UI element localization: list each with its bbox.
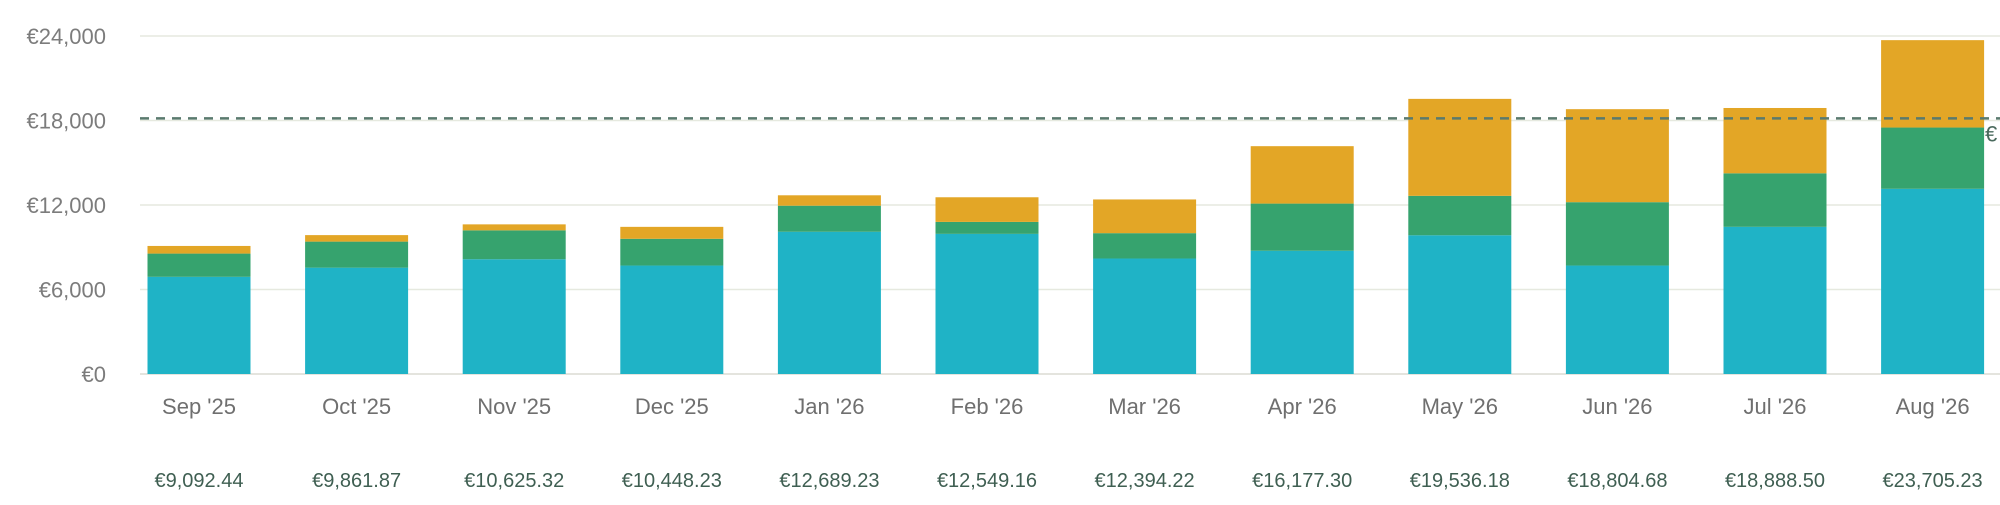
bar-total-label: €10,625.32 [464, 470, 564, 492]
bar-stack[interactable] [1093, 199, 1197, 374]
grid-layer [140, 35, 2000, 375]
bar-segment-series-2[interactable] [1565, 202, 1669, 266]
bar-total-label: €18,888.50 [1725, 470, 1825, 492]
bar-segment-series-2[interactable] [620, 238, 724, 266]
bar-segment-series-1[interactable] [462, 259, 566, 374]
bar-stack[interactable] [620, 226, 724, 374]
bar-segment-series-2[interactable] [935, 221, 1039, 234]
totals-row: €9,092.44 €9,861.87 €10,625.32 €10,448.23 €1… [155, 470, 1983, 492]
x-tick-label: Aug '26 [1896, 394, 1970, 419]
bar-segment-series-1[interactable] [1408, 235, 1512, 374]
x-tick-label: Dec '25 [635, 394, 709, 419]
bar-total-label: €10,448.23 [622, 470, 722, 492]
bar-total-label: €12,689.23 [779, 470, 879, 492]
x-tick-label: Nov '25 [477, 394, 551, 419]
bar-segment-series-1[interactable] [147, 276, 251, 374]
x-tick-label: Apr '26 [1268, 394, 1337, 419]
bar-segment-series-2[interactable] [1723, 173, 1827, 227]
bar-stack[interactable] [305, 235, 409, 374]
bar-segment-series-3[interactable] [1093, 199, 1197, 234]
bar-stack[interactable] [935, 197, 1039, 374]
bar-segment-series-1[interactable] [620, 265, 724, 374]
y-tick-label: €12,000 [26, 193, 106, 218]
bar-segment-series-2[interactable] [147, 253, 251, 277]
bar-segment-series-2[interactable] [305, 241, 409, 268]
y-axis: €0 €6,000 €12,000 €18,000 €24,000 [26, 24, 106, 387]
bar-total-label: €19,536.18 [1410, 470, 1510, 492]
bar-segment-series-2[interactable] [1408, 195, 1512, 236]
bar-segment-series-1[interactable] [1723, 226, 1827, 374]
bar-segment-series-3[interactable] [462, 224, 566, 231]
bar-segment-series-2[interactable] [462, 230, 566, 260]
x-axis: Sep '25 Oct '25 Nov '25 Dec '25 Jan '26 Feb '… [162, 394, 1970, 419]
bar-stack[interactable] [1250, 146, 1354, 374]
bar-total-label: €23,705.23 [1883, 470, 1983, 492]
x-tick-label: May '26 [1422, 394, 1498, 419]
bar-segment-series-3[interactable] [147, 245, 251, 254]
x-tick-label: Feb '26 [951, 394, 1024, 419]
bar-segment-series-1[interactable] [1881, 188, 1985, 374]
bar-stack[interactable] [1565, 109, 1669, 374]
x-tick-label: Sep '25 [162, 394, 236, 419]
bar-total-label: €16,177.30 [1252, 470, 1352, 492]
y-tick-label: €6,000 [39, 278, 106, 303]
bar-segment-series-2[interactable] [1250, 203, 1354, 251]
bar-total-label: €18,804.68 [1567, 470, 1667, 492]
bar-segment-series-2[interactable] [1881, 127, 1985, 189]
x-tick-label: Jun '26 [1582, 394, 1652, 419]
reference-line-label: € [1985, 121, 1997, 146]
bar-segment-series-3[interactable] [777, 195, 881, 206]
bar-stack[interactable] [777, 195, 881, 374]
y-tick-label: €0 [82, 362, 106, 387]
bar-segment-series-1[interactable] [935, 233, 1039, 374]
bar-stack[interactable] [1723, 107, 1827, 374]
bar-segment-series-3[interactable] [305, 235, 409, 242]
bar-segment-series-3[interactable] [620, 226, 724, 239]
bar-segment-series-1[interactable] [1565, 265, 1669, 374]
bar-stack[interactable] [1881, 40, 1985, 374]
x-tick-label: Jan '26 [794, 394, 864, 419]
bar-segment-series-3[interactable] [1250, 146, 1354, 204]
bar-total-label: €9,861.87 [312, 470, 401, 492]
reference-line-layer: € [140, 117, 2000, 146]
bar-total-label: €12,394.22 [1095, 470, 1195, 492]
bar-segment-series-3[interactable] [935, 197, 1039, 222]
y-tick-label: €24,000 [26, 24, 106, 49]
bar-segment-series-2[interactable] [1093, 233, 1197, 259]
bar-segment-series-2[interactable] [777, 205, 881, 232]
x-tick-label: Mar '26 [1108, 394, 1181, 419]
bar-segment-series-1[interactable] [777, 231, 881, 374]
bar-stack[interactable] [462, 224, 566, 374]
x-tick-label: Jul '26 [1744, 394, 1807, 419]
bar-segment-series-3[interactable] [1408, 98, 1512, 196]
bar-total-label: €9,092.44 [155, 470, 244, 492]
bar-total-label: €12,549.16 [937, 470, 1037, 492]
bar-segment-series-3[interactable] [1565, 109, 1669, 203]
bar-segment-series-1[interactable] [305, 267, 409, 374]
bar-segment-series-1[interactable] [1093, 258, 1197, 374]
x-tick-label: Oct '25 [322, 394, 391, 419]
bar-stack[interactable] [147, 245, 251, 374]
y-tick-label: €18,000 [26, 109, 106, 134]
bar-stack[interactable] [1408, 98, 1512, 374]
bar-segment-series-3[interactable] [1881, 40, 1985, 128]
bar-segment-series-1[interactable] [1250, 250, 1354, 374]
bars-layer [147, 40, 1985, 374]
